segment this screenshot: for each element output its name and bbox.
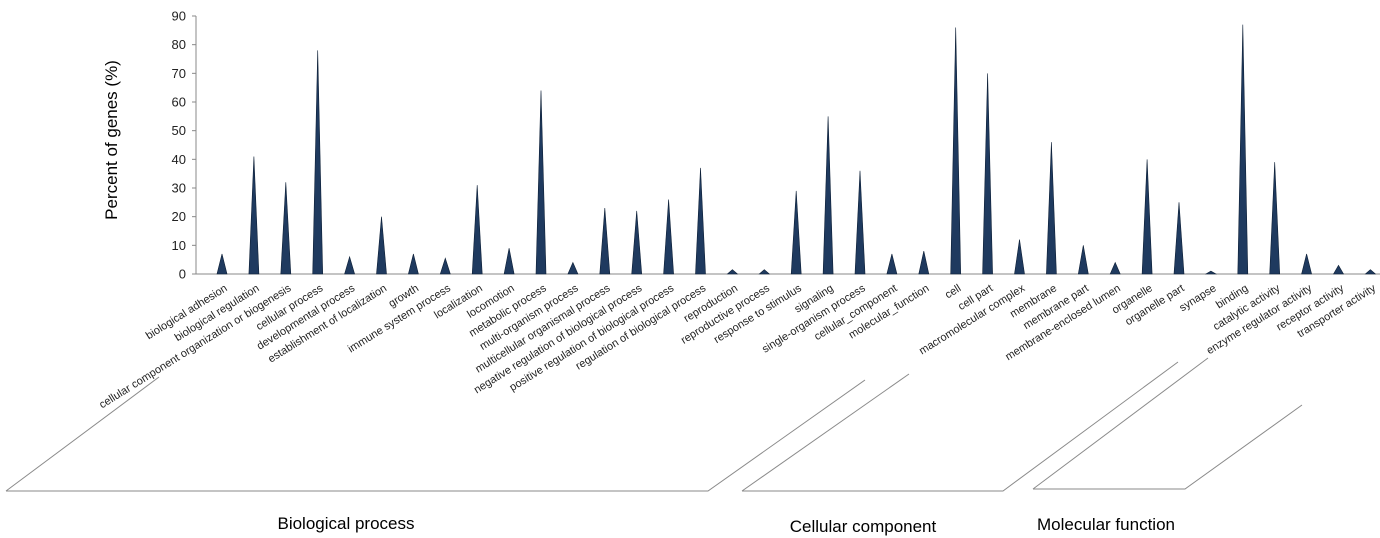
group-label: Cellular component xyxy=(790,517,937,536)
bar xyxy=(1364,269,1377,275)
bar xyxy=(1173,202,1185,275)
y-tick-label: 20 xyxy=(172,209,186,224)
bar xyxy=(1046,142,1057,275)
bar xyxy=(312,50,324,275)
bar xyxy=(344,255,355,275)
bar xyxy=(1237,24,1249,275)
bar xyxy=(1141,159,1153,275)
group-bracket-line xyxy=(1033,404,1303,490)
y-tick-label: 30 xyxy=(172,181,186,196)
y-tick-label: 0 xyxy=(179,267,186,282)
bar xyxy=(950,27,962,275)
bar xyxy=(503,248,515,275)
y-axis: 0 10 20 30 40 50 60 70 80 90 xyxy=(172,9,197,282)
group-labels: Biological process Cellular component Mole… xyxy=(277,514,1174,536)
y-tick-label: 70 xyxy=(172,66,186,81)
bar xyxy=(1301,253,1312,275)
group-bracket-line xyxy=(5,376,160,492)
bar xyxy=(280,182,292,275)
bar xyxy=(471,185,483,275)
bar xyxy=(376,216,387,275)
bar xyxy=(886,253,898,275)
y-tick-label: 50 xyxy=(172,123,186,138)
group-label: Molecular function xyxy=(1037,515,1175,534)
category-label: synapse xyxy=(1177,282,1218,314)
y-tick-label: 80 xyxy=(172,37,186,52)
bar xyxy=(822,116,834,275)
group-bracket-line xyxy=(742,361,1179,492)
group-bracket-line xyxy=(1032,357,1209,490)
bar xyxy=(439,257,451,275)
bars xyxy=(216,24,1377,275)
category-label: cell xyxy=(943,282,963,301)
group-bracket-line xyxy=(741,373,910,492)
bar xyxy=(854,170,866,275)
bar xyxy=(1204,270,1218,275)
bar xyxy=(1332,264,1345,275)
bar xyxy=(1109,261,1121,275)
bar xyxy=(918,251,930,275)
bar xyxy=(726,269,739,275)
y-tick-label: 90 xyxy=(172,9,186,24)
bar xyxy=(567,261,579,275)
bar xyxy=(790,190,802,275)
y-axis-label: Percent of genes (%) xyxy=(102,60,121,220)
bar xyxy=(535,90,547,275)
bar xyxy=(982,73,993,275)
x-axis xyxy=(196,273,1380,275)
y-tick-label: 40 xyxy=(172,152,186,167)
bar xyxy=(248,156,260,275)
bar xyxy=(216,253,228,275)
group-label: Biological process xyxy=(277,514,414,533)
y-tick-label: 10 xyxy=(172,238,186,253)
bar xyxy=(1014,239,1025,275)
group-bracket-line xyxy=(6,379,866,492)
bar xyxy=(1077,245,1089,275)
bar xyxy=(599,208,611,275)
bar xyxy=(1269,162,1281,275)
group-brackets xyxy=(5,357,1303,492)
bar xyxy=(408,253,419,275)
bar xyxy=(758,269,771,275)
bar xyxy=(695,167,706,275)
bar xyxy=(663,199,674,275)
y-tick-label: 60 xyxy=(172,95,186,110)
bar xyxy=(631,210,643,275)
